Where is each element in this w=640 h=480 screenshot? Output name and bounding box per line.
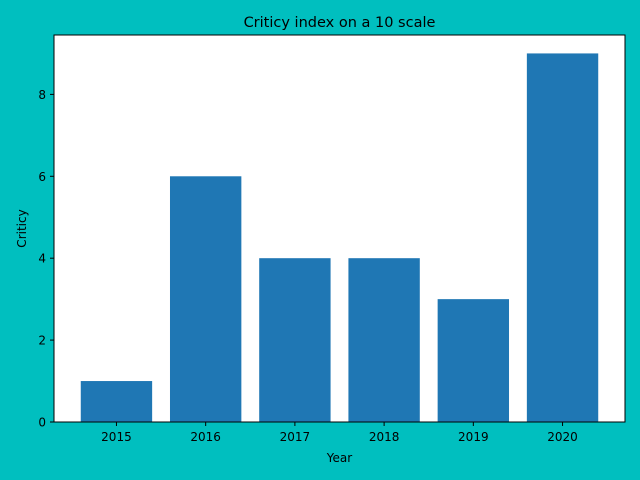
x-tick-label: 2015: [101, 430, 132, 444]
x-tick-label: 2019: [458, 430, 489, 444]
bar-2020: [526, 53, 599, 423]
y-tick-label: 2: [38, 334, 46, 348]
x-tick-label: 2016: [190, 430, 221, 444]
x-tick-label: 2017: [280, 430, 311, 444]
plot-frame: [53, 34, 626, 423]
x-tick-label: 2020: [547, 430, 578, 444]
bars-layer: [80, 53, 599, 423]
y-tick-label: 4: [38, 252, 46, 266]
x-tick-label: 2018: [369, 430, 400, 444]
bar-2017: [259, 258, 331, 422]
bar-2019: [437, 299, 510, 422]
y-tick-label: 0: [38, 416, 46, 430]
y-axis-label: Criticy: [15, 209, 29, 247]
axes-layer: 2015 2016 2017 2018 2019 2020 0 2 4 6 8: [38, 88, 577, 444]
bar-2015: [80, 381, 153, 422]
y-tick-label: 6: [38, 170, 46, 184]
bar-2018: [348, 258, 420, 422]
y-tick-label: 8: [38, 88, 46, 102]
chart-title: Criticy index on a 10 scale: [244, 15, 436, 31]
x-axis-label: Year: [326, 451, 352, 465]
bar-2016: [169, 176, 242, 422]
